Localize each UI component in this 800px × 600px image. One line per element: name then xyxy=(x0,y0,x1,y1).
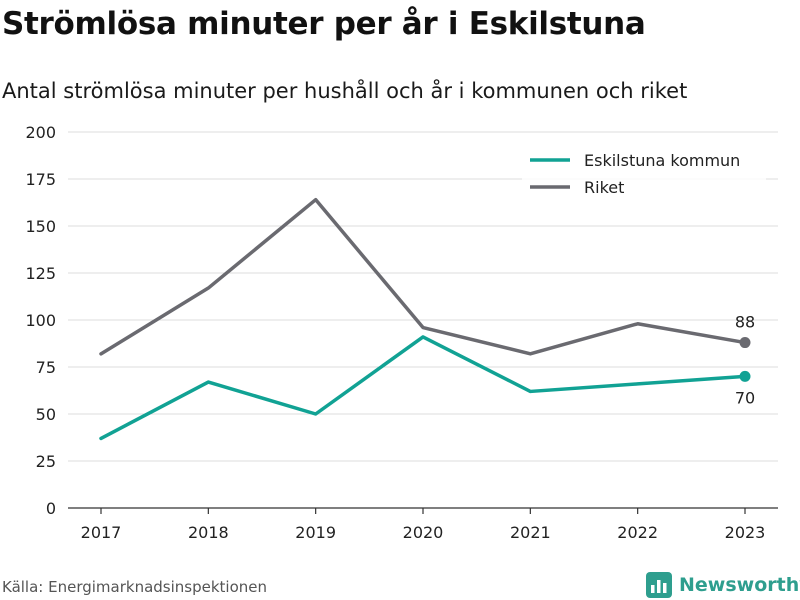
series-end-marker-0 xyxy=(739,370,751,382)
x-tick-label: 2023 xyxy=(725,523,766,542)
series-line-1 xyxy=(99,197,747,356)
legend-background xyxy=(522,146,766,204)
newsworthy-logo: Newsworthy xyxy=(645,570,800,600)
x-tick-label: 2018 xyxy=(188,523,229,542)
brand-name: Newsworthy xyxy=(679,574,800,596)
newsworthy-icon xyxy=(646,572,672,598)
y-tick-label: 100 xyxy=(25,311,56,330)
chart-subtitle: Antal strömlösa minuter per hushåll och … xyxy=(2,79,688,103)
y-tick-label: 200 xyxy=(25,123,56,142)
chart-title: Strömlösa minuter per år i Eskilstuna xyxy=(2,6,646,42)
y-tick-label: 75 xyxy=(36,358,56,377)
y-tick-label: 175 xyxy=(25,170,56,189)
y-tick-label: 125 xyxy=(25,264,56,283)
x-tick-label: 2022 xyxy=(617,523,658,542)
y-tick-label: 50 xyxy=(36,405,56,424)
x-tick-label: 2017 xyxy=(81,523,122,542)
source-note: Källa: Energimarknadsinspektionen xyxy=(2,578,268,596)
legend-label: Eskilstuna kommun xyxy=(584,151,740,170)
x-tick-label: 2021 xyxy=(510,523,551,542)
y-tick-label: 150 xyxy=(25,217,56,236)
series-end-marker-1 xyxy=(739,337,751,349)
y-tick-label: 25 xyxy=(36,452,56,471)
legend-label: Riket xyxy=(584,178,624,197)
series-end-label: 70 xyxy=(735,388,755,407)
series-end-label: 88 xyxy=(735,313,755,332)
x-tick-label: 2019 xyxy=(295,523,336,542)
series-line-0 xyxy=(99,335,747,441)
y-tick-label: 0 xyxy=(46,499,56,518)
x-tick-label: 2020 xyxy=(403,523,444,542)
